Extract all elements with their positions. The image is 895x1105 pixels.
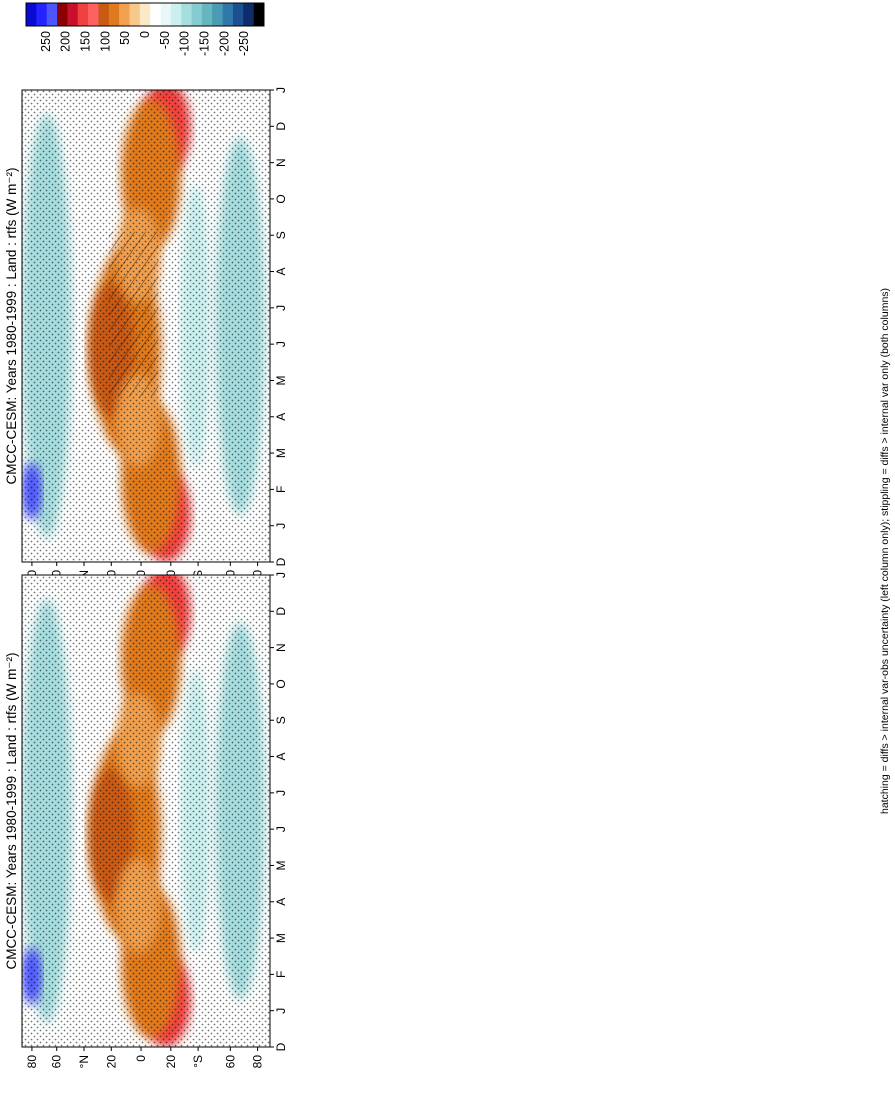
colorbar-swatch [129,3,141,26]
y-tick-label: 80 [251,1055,265,1069]
plot-frame [21,574,271,1048]
colorbar-swatch [181,3,192,26]
x-tick-label: A [274,753,288,761]
chart-panel: CMCC-CESM: Years 1980-1999 : Land : rtfs… [4,572,288,1069]
panel-title: CMCC-CESM: Years 1980-1999 : Land : rtfs… [4,168,19,485]
colorbar-swatch [88,3,99,26]
x-tick-label: D [274,557,288,566]
x-tick-label: M [274,448,288,458]
colorbar-label: 150 [79,31,93,52]
colorbar-label: 250 [39,31,53,52]
colorbar-swatch [46,3,58,26]
colorbar-label: -200 [217,31,231,56]
colorbar-swatch [222,3,234,26]
colorbar-swatch [150,3,161,26]
colorbar-label: -100 [178,31,192,56]
y-tick-label: 60 [223,1055,237,1069]
colorbar-swatch [26,3,37,26]
colorbar-label: 0 [138,31,152,38]
colorbar-label: -50 [158,31,172,49]
x-tick-label: N [274,643,288,652]
x-tick-label: O [274,679,288,688]
colorbar-swatch [232,3,244,26]
x-tick-label: J [274,1008,288,1014]
stippling-overlay [22,575,270,1047]
x-tick-label: D [274,1042,288,1051]
panel-title: CMCC-CESM: Years 1980-1999 : Land : rtfs… [4,653,19,970]
y-tick-label: °N [77,1055,91,1068]
hatching-overlay [108,231,159,397]
colorbar-swatch [201,3,213,26]
x-tick-label: A [274,898,288,906]
x-tick-label: J [274,341,288,347]
x-tick-label: A [274,413,288,421]
chart-panel: CMCC-CESM: Years 1980-1999 : Land : rtfs… [4,87,288,583]
x-tick-label: M [274,933,288,943]
colorbar-swatch [139,3,151,26]
y-tick-label: 20 [164,1055,178,1069]
x-tick-label: J [274,87,288,93]
colorbar-swatch [243,3,254,26]
x-tick-label: J [274,826,288,832]
colorbar-swatch [253,3,265,26]
plot-frame [21,89,271,563]
x-tick-label: O [274,194,288,203]
colorbar-label: 200 [59,31,73,52]
y-tick-label: 20 [104,1055,118,1069]
x-tick-label: S [274,231,288,239]
x-tick-label: M [274,860,288,870]
colorbar-label: 50 [118,31,132,45]
colorbar-swatch [77,3,89,26]
colorbar-swatch [98,3,110,26]
x-tick-label: A [274,268,288,276]
colorbar-swatch [67,3,79,26]
y-tick-label: 0 [134,1055,148,1062]
x-tick-label: F [274,971,288,978]
colorbar-swatch [108,3,120,26]
heatmap-field [22,90,270,562]
x-tick-label: J [274,790,288,796]
colorbar-label: -250 [237,31,251,56]
heatmap-field [22,575,270,1047]
colorbar-swatch [170,3,182,26]
colorbar-swatch [119,3,130,26]
x-tick-label: S [274,716,288,724]
x-tick-label: D [274,122,288,131]
footer-note: hatching = diffs > internal var-obs unce… [879,288,891,814]
y-tick-label: °S [191,1055,205,1068]
x-tick-label: J [274,523,288,529]
x-tick-label: J [274,572,288,578]
x-tick-label: D [274,607,288,616]
y-tick-label: 60 [50,1055,64,1069]
y-tick-label: 80 [25,1055,39,1069]
y-tick-label: 0 [134,570,148,577]
colorbar-swatch [212,3,223,26]
x-tick-label: M [274,375,288,385]
colorbar-swatch [191,3,203,26]
x-tick-label: N [274,158,288,167]
colorbar-swatch [160,3,172,26]
x-tick-label: F [274,486,288,493]
colorbar-swatch [36,3,47,26]
colorbar-swatch [57,3,68,26]
x-tick-label: J [274,305,288,311]
colorbar-label: -150 [198,31,212,56]
colorbar-label: 100 [98,31,112,52]
colorbar: 250 200 150 100 50 0 -50 -100 -150 -200 -250 [25,2,265,56]
